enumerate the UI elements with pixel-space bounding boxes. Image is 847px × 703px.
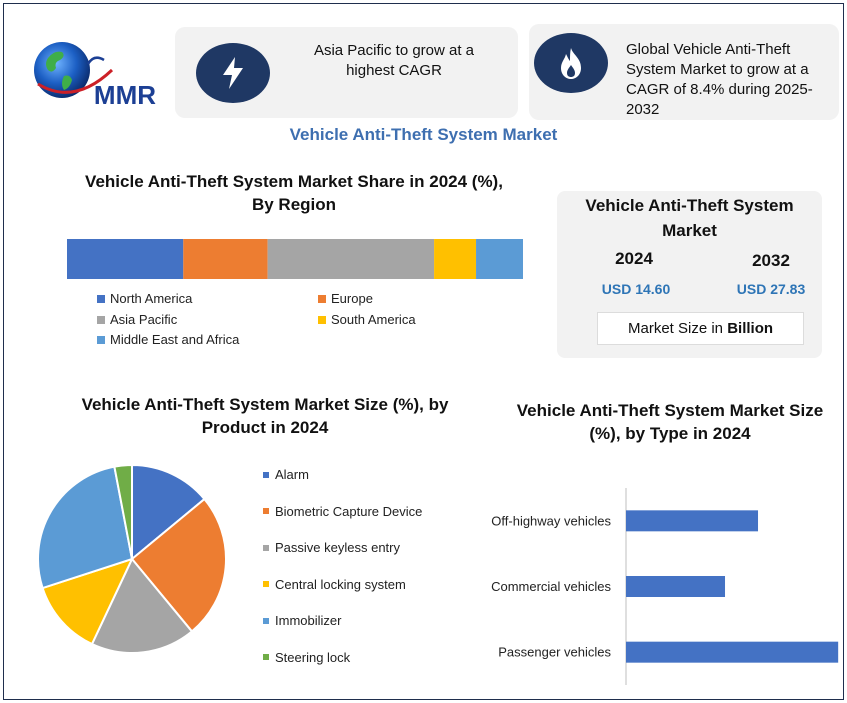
region-legend-north-america: North America xyxy=(97,291,192,306)
legend-swatch xyxy=(263,617,269,624)
legend-label: Alarm xyxy=(275,467,309,482)
type-bar-chart: Off-highway vehicles Commercial vehicles P… xyxy=(491,488,839,685)
type-label-commercial-vehicles: Commercial vehicles xyxy=(491,579,611,594)
value-2032: USD 27.83 xyxy=(736,281,806,297)
legend-label: Europe xyxy=(331,291,373,306)
legend-label: Biometric Capture Device xyxy=(275,503,423,519)
product-legend-biometric-capture-device: Biometric Capture Device xyxy=(263,504,422,519)
product-legend-alarm: Alarm xyxy=(263,467,309,482)
logo-text: MMR xyxy=(94,80,156,110)
globe-icon xyxy=(34,42,90,98)
value-2024: USD 14.60 xyxy=(601,281,671,297)
type-chart-title: Vehicle Anti-Theft System Market Size (%… xyxy=(516,401,824,443)
legend-swatch xyxy=(263,544,269,551)
product-chart-title: Vehicle Anti-Theft System Market Size (%… xyxy=(81,395,449,437)
product-pie-chart xyxy=(37,463,227,654)
pie-slice-immobilizer xyxy=(37,465,134,590)
type-bar-commercial-vehicles xyxy=(626,576,726,597)
year-2032: 2032 xyxy=(752,251,790,270)
region-legend-europe: Europe xyxy=(318,291,373,306)
flame-icon xyxy=(534,33,608,93)
legend-swatch xyxy=(263,654,269,660)
region-stacked-bar xyxy=(67,239,523,279)
highlight-card-cagr: Global Vehicle Anti-Theft System Market … xyxy=(529,24,839,120)
lightning-bolt-icon xyxy=(196,43,270,103)
pie-slice-central-locking-system xyxy=(41,557,134,646)
note-prefix: Market Size in xyxy=(627,320,728,337)
page-title: Vehicle Anti-Theft System Market xyxy=(289,125,558,144)
highlight-card-asia-pacific: Asia Pacific to grow at a highest CAGR xyxy=(175,27,518,118)
type-bar-off-highway-vehicles xyxy=(626,510,759,532)
region-legend-asia-pacific: Asia Pacific xyxy=(97,312,177,327)
type-label-passenger-vehicles: Passenger vehicles xyxy=(498,645,611,660)
legend-label: Steering lock xyxy=(275,649,351,665)
product-legend-steering-lock: Steering lock xyxy=(263,650,350,665)
highlight-text-cagr: Global Vehicle Anti-Theft System Market … xyxy=(626,41,813,118)
legend-swatch xyxy=(97,315,105,324)
legend-swatch xyxy=(263,508,269,514)
region-legend-south-america: South America xyxy=(318,312,416,327)
legend-swatch xyxy=(97,294,105,303)
legend-label: Immobilizer xyxy=(275,613,342,628)
pie-slice-passive-keyless-entry xyxy=(90,557,194,654)
region-segment-asia-pacific xyxy=(267,239,435,279)
legend-swatch xyxy=(318,294,326,303)
region-chart-title: Vehicle Anti-Theft System Market Share i… xyxy=(85,172,503,214)
market-box-title: Vehicle Anti-Theft System Market xyxy=(585,196,794,240)
region-segment-south-america xyxy=(434,239,477,279)
legend-label: Passive keyless entry xyxy=(275,540,400,555)
market-size-box: Vehicle Anti-Theft System Market 2024 20… xyxy=(557,191,822,358)
type-label-off-highway-vehicles: Off-highway vehicles xyxy=(491,513,611,528)
legend-label: South America xyxy=(331,312,416,327)
legend-label: Asia Pacific xyxy=(110,312,178,327)
legend-label: Central locking system xyxy=(275,576,406,592)
year-2024: 2024 xyxy=(615,249,653,268)
pie-slice-biometric-capture-device xyxy=(130,497,227,633)
pie-slice-alarm xyxy=(131,463,206,562)
pie-slice-steering-lock xyxy=(113,463,133,560)
highlight-text-asia-pacific: Asia Pacific to grow at a highest CAGR xyxy=(313,42,475,79)
infographic-frame xyxy=(3,3,844,700)
product-legend-immobilizer: Immobilizer xyxy=(263,613,341,628)
region-segment-north-america xyxy=(67,239,184,279)
region-segment-middle-east-and-africa xyxy=(476,239,523,279)
type-bar-passenger-vehicles xyxy=(626,641,839,663)
product-legend-central-locking-system: Central locking system xyxy=(263,577,406,592)
mmr-logo: MMR xyxy=(34,36,159,110)
product-legend-passive-keyless-entry: Passive keyless entry xyxy=(263,540,400,555)
note-unit: Billion xyxy=(727,320,774,337)
legend-swatch xyxy=(318,315,326,324)
region-segment-europe xyxy=(183,239,268,279)
legend-label: Middle East and Africa xyxy=(110,332,240,347)
legend-label: North America xyxy=(110,291,193,306)
region-legend-middle-east-and-africa: Middle East and Africa xyxy=(97,332,239,347)
market-size-unit-note: Market Size in Billion xyxy=(597,312,804,345)
legend-swatch xyxy=(263,471,269,478)
legend-swatch xyxy=(263,581,269,587)
legend-swatch xyxy=(97,335,105,344)
